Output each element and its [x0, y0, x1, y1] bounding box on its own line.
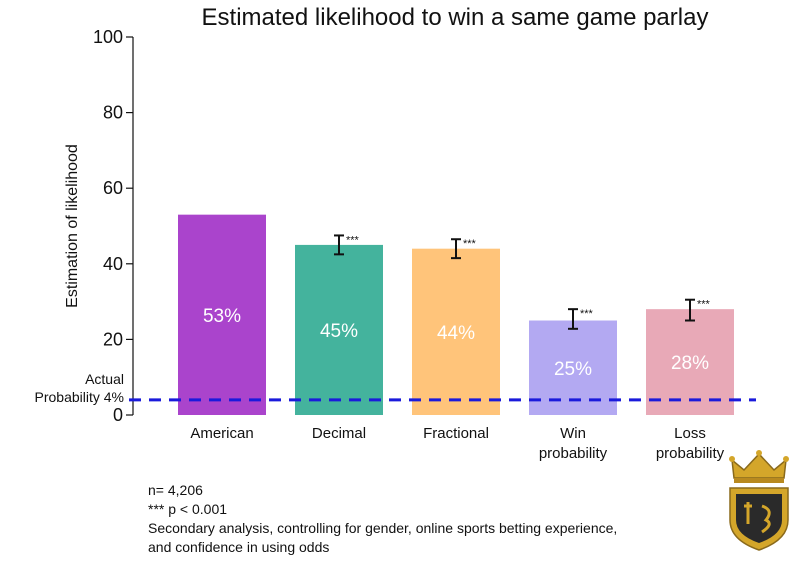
x-category-label: American — [190, 425, 253, 442]
y-tick-label: 60 — [103, 178, 123, 198]
y-axis-label: Estimation of likelihood — [64, 144, 81, 308]
crown-shield-logo-icon — [729, 450, 789, 551]
x-category-label: Fractional — [423, 425, 489, 442]
significance-marker: *** — [463, 238, 477, 250]
footnote-analysis-cont: and confidence in using odds — [148, 539, 330, 555]
footnote-sample-size: n= 4,206 — [148, 482, 203, 498]
x-category-label: Win — [560, 425, 586, 442]
x-category-label: Loss — [674, 425, 706, 442]
crown-icon — [729, 450, 789, 483]
bar-5 — [646, 309, 734, 415]
x-category-label: Decimal — [312, 425, 366, 442]
x-category-label: probability — [539, 445, 608, 462]
reference-line-label: Actual — [85, 371, 124, 387]
footnote-analysis: Secondary analysis, controlling for gend… — [148, 520, 618, 536]
footnote-significance: *** p < 0.001 — [148, 501, 228, 517]
x-category-label: probability — [656, 445, 725, 462]
y-tick-label: 0 — [113, 405, 123, 425]
bar-1 — [178, 214, 266, 415]
bar-2 — [295, 244, 383, 415]
bar-3 — [412, 248, 500, 415]
shield-icon — [729, 487, 789, 551]
bar-value-label: 45% — [320, 321, 358, 342]
chart-title: Estimated likelihood to win a same game … — [201, 4, 709, 31]
reference-line-label: Probability 4% — [35, 389, 125, 405]
bar-value-label: 44% — [437, 323, 475, 344]
y-tick-label: 40 — [103, 254, 123, 274]
y-tick-label: 100 — [93, 27, 123, 47]
significance-marker: *** — [580, 308, 594, 320]
significance-marker: *** — [346, 234, 360, 246]
significance-marker: *** — [697, 299, 711, 311]
bar-value-label: 25% — [554, 359, 592, 380]
bar-value-label: 53% — [203, 306, 241, 327]
bar-value-label: 28% — [671, 353, 709, 374]
y-tick-label: 20 — [103, 329, 123, 349]
y-tick-label: 80 — [103, 103, 123, 123]
footnotes: n= 4,206 *** p < 0.001 Secondary analysi… — [148, 481, 617, 557]
